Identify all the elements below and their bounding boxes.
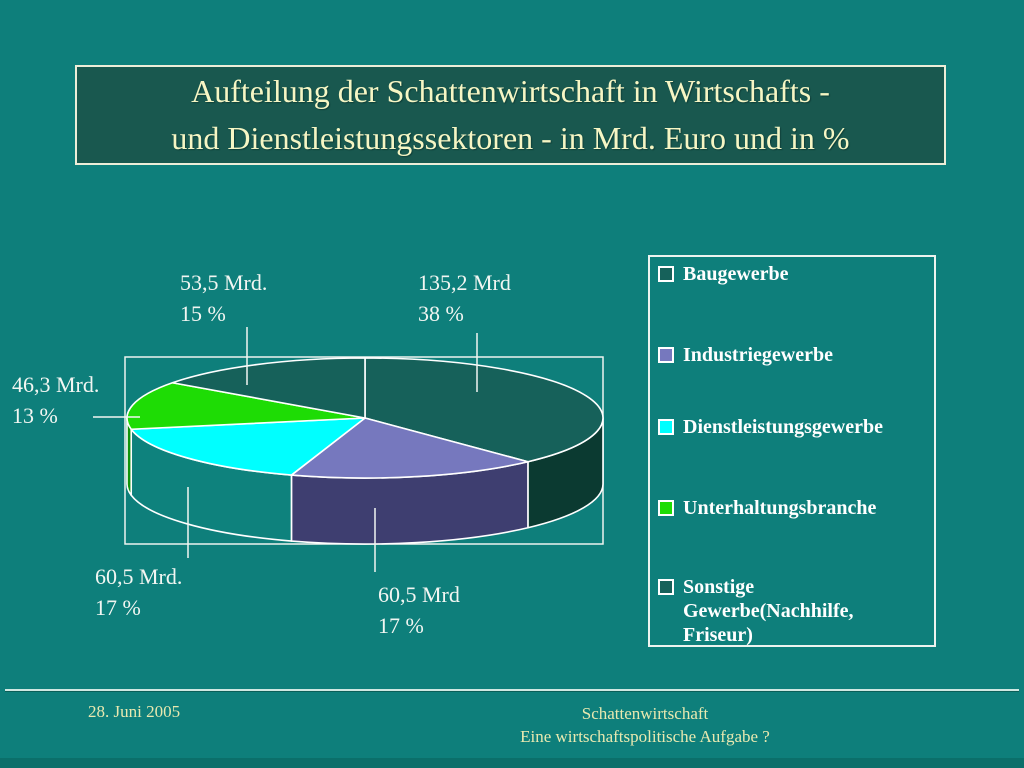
legend-item-industriegewerbe: Industriegewerbe <box>658 343 833 367</box>
slide-title-line1: Aufteilung der Schattenwirtschaft in Wir… <box>191 73 830 109</box>
legend-label: Sonstige Gewerbe(Nachhilfe, Friseur) <box>683 576 854 646</box>
pie-slice <box>130 417 366 476</box>
slide-title: Aufteilung der Schattenwirtschaft in Wir… <box>75 65 946 165</box>
footer-date: 28. Juni 2005 <box>88 702 181 721</box>
legend-swatch-dienstleistungsgewerbe <box>658 419 674 435</box>
legend-label: Unterhaltungsbranche <box>683 497 877 519</box>
pie-label-dienstleistungsgewerbe: 60,5 Mrd. 17 % <box>95 561 182 623</box>
pie-label-pct: 15 % <box>180 301 226 326</box>
pie-label-pct: 17 % <box>95 595 141 620</box>
pie-label-sonstige-gewerbe: 53,5 Mrd. 15 % <box>180 267 267 329</box>
pie-label-pct: 38 % <box>418 301 464 326</box>
legend-label: Dienstleistungsgewerbe <box>683 416 883 438</box>
pie-slice <box>290 417 529 479</box>
bottom-edge <box>0 758 1024 768</box>
pie-label-unterhaltungsbranche: 46,3 Mrd. 13 % <box>12 369 99 431</box>
legend-swatch-sonstige-gewerbe <box>658 579 674 595</box>
footer-divider <box>5 689 1019 692</box>
legend-swatch-unterhaltungsbranche <box>658 500 674 516</box>
footer-text-line1: Schattenwirtschaft <box>581 704 709 723</box>
legend-item-unterhaltungsbranche: Unterhaltungsbranche <box>658 496 876 520</box>
footer-text-line2: Eine wirtschaftspolitische Aufgabe ? <box>520 727 770 746</box>
slide-title-line2: und Dienstleistungssektoren - in Mrd. Eu… <box>171 120 850 156</box>
pie-label-value: 135,2 Mrd <box>418 270 511 295</box>
pie-label-value: 60,5 Mrd. <box>95 564 183 589</box>
pie-label-value: 46,3 Mrd. <box>12 372 100 397</box>
legend-item-baugewerbe: Baugewerbe <box>658 262 789 286</box>
legend-item-sonstige-gewerbe: Sonstige Gewerbe(Nachhilfe, Friseur) <box>658 575 911 647</box>
pie-label-value: 53,5 Mrd. <box>180 270 268 295</box>
pie-label-value: 60,5 Mrd <box>378 582 460 607</box>
legend-swatch-industriegewerbe <box>658 347 674 363</box>
pie-slice <box>171 357 366 419</box>
legend-item-dienstleistungsgewerbe: Dienstleistungsgewerbe <box>658 415 883 439</box>
pie-label-industriegewerbe: 60,5 Mrd 17 % <box>378 579 460 641</box>
pie-slice <box>364 357 604 463</box>
chart-legend: Baugewerbe Industriegewerbe Dienstleistu… <box>648 255 936 647</box>
legend-label: Industriegewerbe <box>683 344 833 366</box>
footer-text: Schattenwirtschaft Eine wirtschaftspolit… <box>375 702 915 748</box>
legend-label: Baugewerbe <box>683 263 789 285</box>
pie-label-pct: 17 % <box>378 613 424 638</box>
pie-slice <box>126 381 366 431</box>
pie-label-pct: 13 % <box>12 403 58 428</box>
pie-label-baugewerbe: 135,2 Mrd 38 % <box>418 267 511 329</box>
legend-swatch-baugewerbe <box>658 266 674 282</box>
